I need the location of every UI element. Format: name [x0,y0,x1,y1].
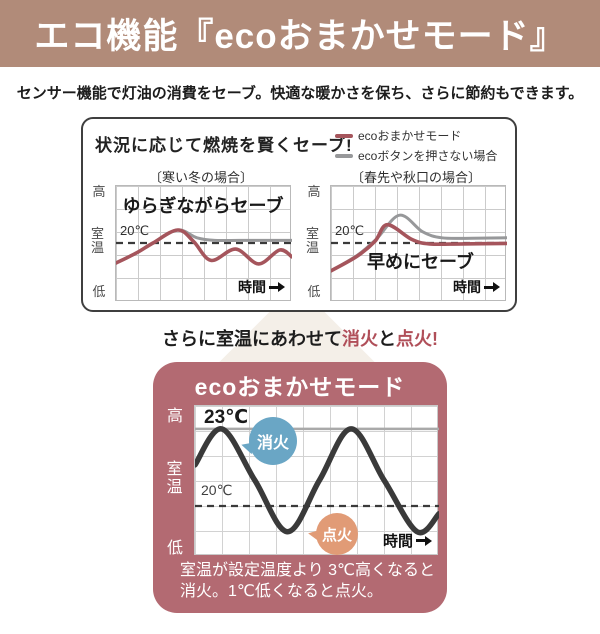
right-arrow-icon [416,535,432,546]
winter-y-low-label: 低 [92,284,106,299]
main-y-mid-label: 室温 [166,461,183,496]
legend-label-eco: ecoおまかせモード [358,129,462,143]
winter-annotation: ゆらぎながらセーブ [122,196,284,216]
spring-y-high-label: 高 [307,184,321,199]
eco-panel-caption: 室温が設定温度より 3℃高くなると 消火。1℃低くなると点火。 [180,560,435,602]
headline-fire-off: 消火 [342,329,378,349]
winter-case-label: 〔寒い冬の場合〕 [148,170,253,185]
spring-case-label: 〔春先や秋口の場合〕 [350,170,481,185]
legend-item-no-eco: ecoボタンを押さない場合 [335,147,497,164]
high-temp-label: 23℃ [204,407,249,428]
main-chart: 23℃ 20℃ 消火 点火 時間 [194,405,439,555]
spring-y-mid-label: 室温 [305,226,319,256]
headline-fire-on: 点火 [396,329,432,349]
eco-line-swatch-icon [335,133,353,138]
main-time-axis-label: 時間 [383,530,432,551]
spring-chart: 早めにセーブ 20℃ 時間 [330,185,507,301]
caption-line-1: 室温が設定温度より 3℃高くなると [180,562,435,579]
winter-time-text: 時間 [238,279,266,295]
fire-off-badge: 消火 [239,417,297,465]
legend-label-no-eco: ecoボタンを押さない場合 [358,149,498,163]
spring-chart-plot [331,213,507,273]
badge-tail-icon [239,439,255,455]
chart-legend: ecoおまかせモード ecoボタンを押さない場合 [335,127,497,164]
spring-set-temp-label: 20℃ [335,223,365,238]
eco-panel-title: ecoおまかせモード [194,374,406,400]
caption-line-2: 消火。1℃低くなると点火。 [180,583,383,600]
right-arrow-icon [269,282,285,292]
main-y-high-label: 高 [166,408,183,425]
winter-chart-plot [116,228,292,266]
main-time-text: 時間 [382,533,413,550]
intro-text: センサー機能で灯油の消費をセーブ。快適な暖かさを保ち、さらに節約もできます。 [16,85,584,102]
winter-chart: ゆらぎながらセーブ 20℃ 時間 [115,185,292,301]
headline-conj: と [378,329,396,349]
fire-on-badge: 点火 [307,513,358,555]
right-arrow-icon [484,282,500,292]
main-y-low-label: 低 [166,540,183,557]
set-temp-label: 20℃ [201,482,233,498]
fire-on-badge-label: 点火 [321,526,352,544]
spring-time-text: 時間 [453,279,481,295]
save-explainer-box: 状況に応じて燃焼を賢くセーブ! ecoおまかせモード ecoボタンを押さない場合… [81,117,517,312]
header-bar: エコ機能『ecoおまかせモード』 [0,0,600,67]
headline-exclaim: ! [432,329,438,349]
winter-time-axis-label: 時間 [238,277,285,297]
main-chart-plot [195,426,439,536]
badge-tail-icon [307,528,321,542]
save-box-title: 状況に応じて燃焼を賢くセーブ! [95,136,353,155]
fire-control-headline: さらに室温にあわせて消火と点火! [0,325,600,351]
winter-set-temp-label: 20℃ [120,223,150,238]
spring-time-axis-label: 時間 [453,277,500,297]
winter-y-mid-label: 室温 [90,226,104,256]
spring-annotation: 早めにセーブ [367,252,474,272]
winter-y-high-label: 高 [92,184,106,199]
page-title: エコ機能『ecoおまかせモード』 [34,17,566,56]
spring-y-low-label: 低 [307,284,321,299]
fire-off-badge-label: 消火 [256,435,289,452]
legend-item-eco: ecoおまかせモード [335,127,497,144]
headline-prefix: さらに室温にあわせて [162,329,342,349]
no-eco-line-swatch-icon [335,153,353,158]
eco-mode-panel: ecoおまかせモード 高 室温 低 23℃ 20℃ 消火 点火 時間 室温が設定… [153,362,447,613]
